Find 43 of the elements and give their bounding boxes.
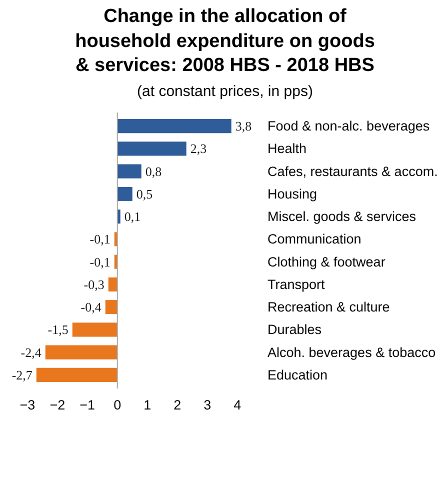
- y-tick-label: Health: [268, 142, 307, 157]
- bar: [117, 164, 142, 179]
- y-tick-label: Food & non-alc. beverages: [268, 119, 430, 134]
- data-label: -0,4: [80, 300, 102, 316]
- y-tick-label: Alcoh. beverages & tobacco: [268, 345, 436, 360]
- bar: [117, 120, 232, 134]
- x-tick-label: 2: [174, 398, 182, 413]
- data-label: -0,1: [90, 254, 110, 270]
- bar: [72, 323, 118, 338]
- y-tick-label: Durables: [268, 322, 322, 338]
- bar: [45, 346, 118, 360]
- y-tick-label: Clothing & footwear: [268, 254, 386, 270]
- y-tick-label: Cafes, restaurants & accom.: [268, 164, 438, 180]
- data-label: 0,1: [124, 210, 141, 225]
- y-tick-label: Recreation & culture: [268, 300, 390, 316]
- data-label: 2,3: [190, 142, 207, 157]
- data-label: -0,1: [90, 232, 110, 248]
- x-tick-label: −3: [20, 398, 36, 413]
- data-label: 0,5: [136, 186, 153, 202]
- bar: [117, 142, 186, 156]
- data-label: -2,7: [12, 368, 33, 383]
- data-label: -0,3: [84, 277, 104, 292]
- data-label: -1,5: [48, 322, 68, 338]
- bar: [36, 368, 118, 382]
- chart-subtitle: (at constant prices, in pps): [136, 82, 314, 102]
- y-tick-label: Communication: [268, 232, 362, 248]
- chart-title: Change in the allocation of household expenditure on goods & services: 2008 HBS - 2018 HBS: [75, 5, 375, 78]
- x-tick-label: −1: [80, 398, 96, 413]
- x-tick-label: 0: [114, 398, 122, 413]
- bar: [117, 187, 132, 202]
- y-tick-label: Housing: [268, 186, 318, 202]
- x-tick-label: −2: [50, 398, 66, 413]
- bar: [105, 300, 118, 315]
- bar: [108, 278, 118, 292]
- y-tick-label: Education: [268, 368, 328, 383]
- data-label: 3,8: [235, 119, 252, 134]
- x-tick-label: 1: [144, 398, 152, 413]
- y-tick-label: Miscel. goods & services: [268, 210, 416, 225]
- data-label: -2,4: [20, 345, 42, 360]
- x-tick-label: 4: [234, 398, 242, 413]
- y-tick-label: Transport: [268, 277, 326, 292]
- x-tick-label: 3: [204, 398, 212, 413]
- data-label: 0,8: [145, 164, 162, 180]
